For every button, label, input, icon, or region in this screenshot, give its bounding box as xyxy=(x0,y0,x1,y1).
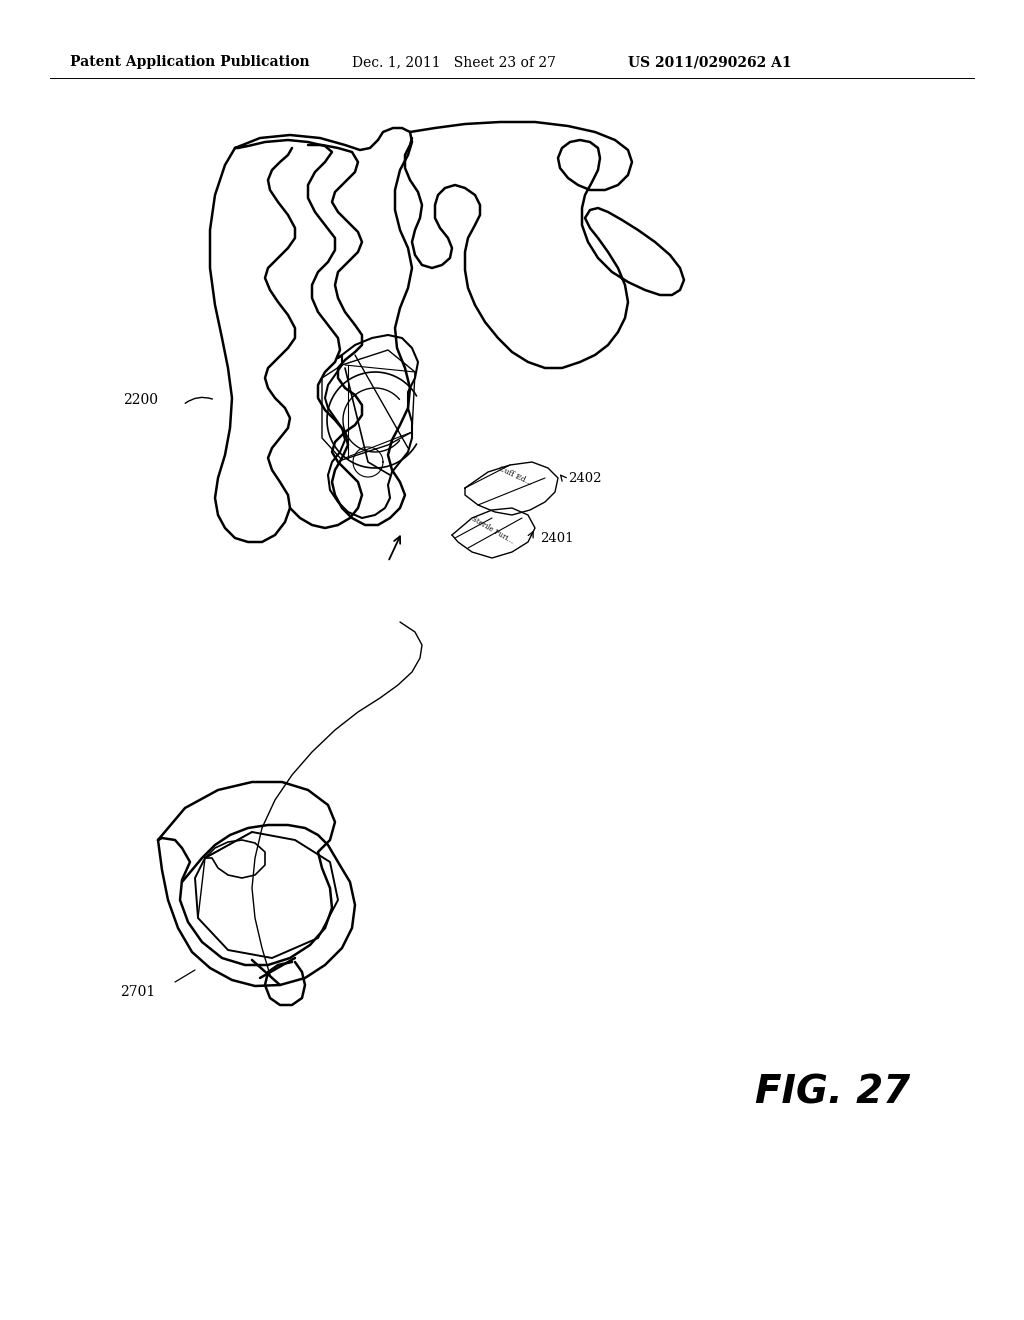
Text: 2402: 2402 xyxy=(568,471,601,484)
Text: Cuff Ed...: Cuff Ed... xyxy=(497,465,534,487)
Text: US 2011/0290262 A1: US 2011/0290262 A1 xyxy=(628,55,792,69)
Text: 2701: 2701 xyxy=(120,985,155,999)
Text: FIG. 27: FIG. 27 xyxy=(755,1074,910,1111)
Text: 2401: 2401 xyxy=(540,532,573,544)
Text: Dec. 1, 2011   Sheet 23 of 27: Dec. 1, 2011 Sheet 23 of 27 xyxy=(352,55,556,69)
Text: 2200: 2200 xyxy=(123,393,158,407)
Text: Patent Application Publication: Patent Application Publication xyxy=(70,55,309,69)
Text: Sterile Puri...: Sterile Puri... xyxy=(470,515,515,545)
